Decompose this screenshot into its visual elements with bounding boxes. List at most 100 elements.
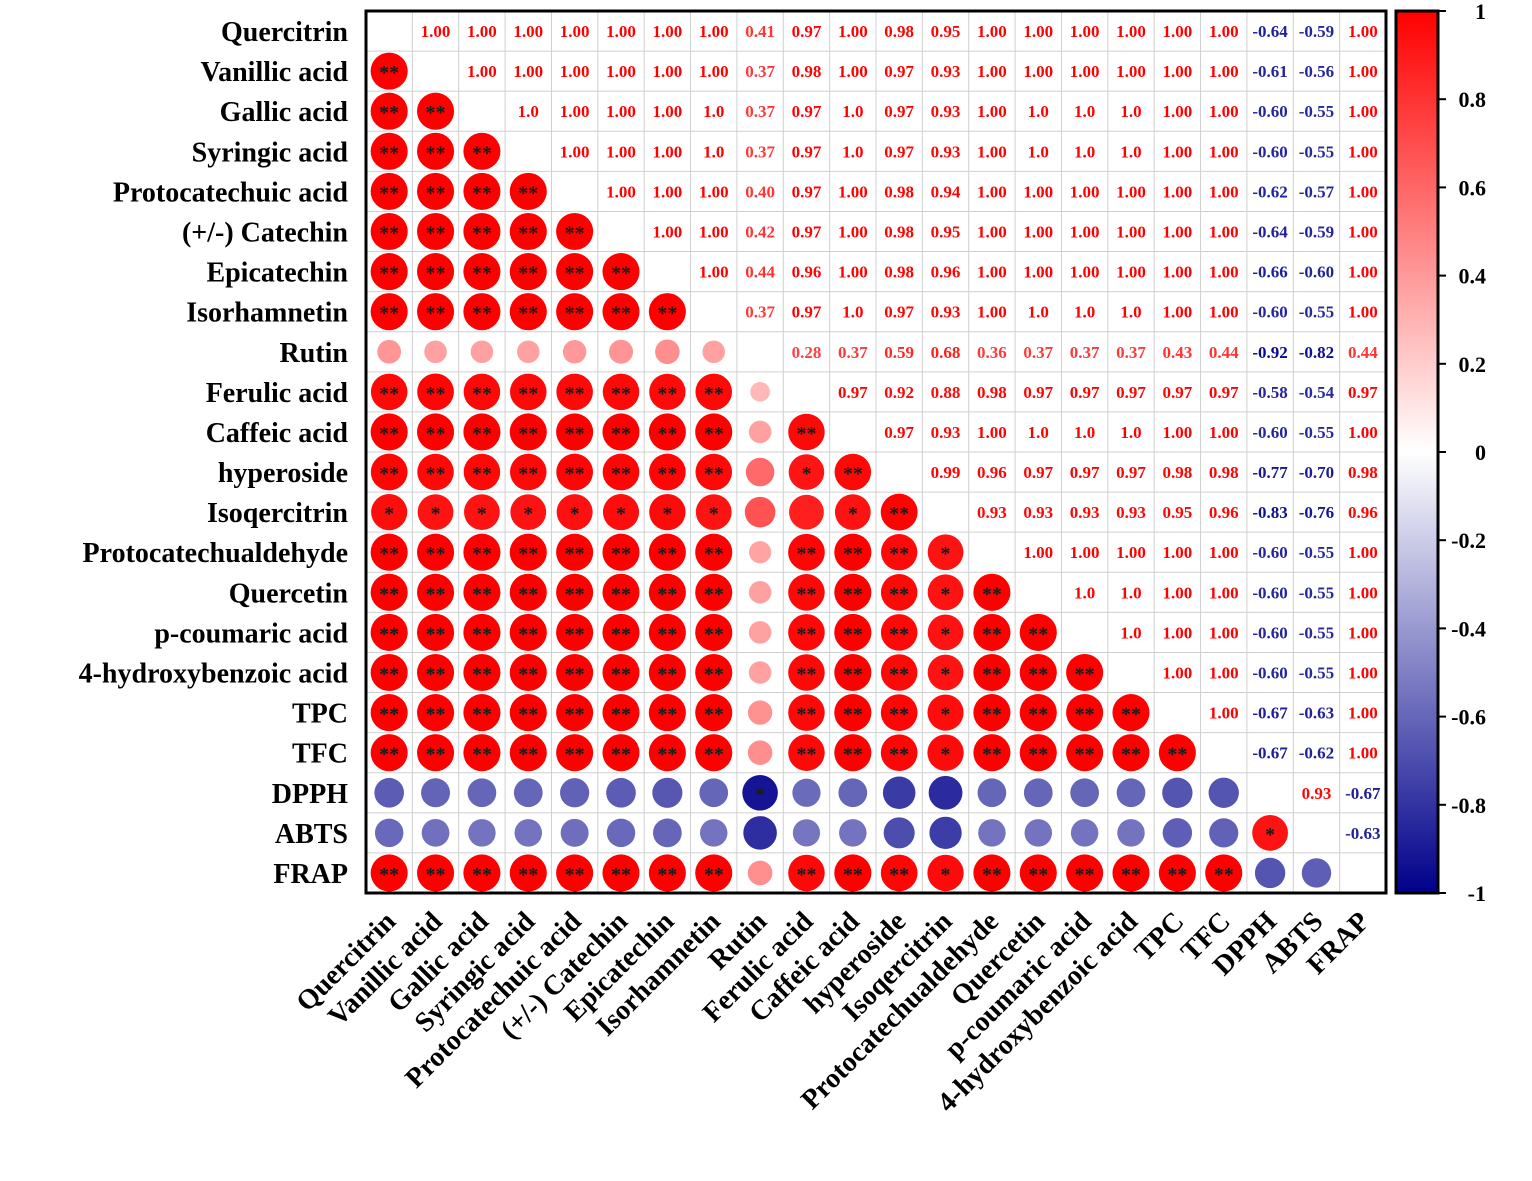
significance-mark-10-7: ** — [704, 423, 724, 445]
corr-value-5-20: -0.59 — [1299, 223, 1334, 242]
corr-circle-18-0 — [370, 734, 408, 772]
corr-value-4-17: 1.00 — [1162, 182, 1192, 201]
significance-mark-18-0: ** — [379, 744, 399, 766]
corr-value-2-5: 1.00 — [606, 102, 636, 121]
row-label-15: p-coumaric acid — [154, 618, 348, 649]
corr-value-8-19: -0.92 — [1252, 343, 1287, 362]
corr-circle-16-15 — [1066, 653, 1104, 692]
significance-mark-16-6: ** — [657, 664, 677, 686]
row-label-9: Ferulic acid — [206, 378, 349, 409]
corr-circle-15-5 — [602, 613, 640, 651]
significance-mark-18-14: ** — [1028, 744, 1048, 766]
corr-value-10-20: -0.55 — [1299, 423, 1334, 442]
corr-circle-10-4 — [556, 413, 594, 451]
corr-circle-19-18 — [1208, 777, 1239, 808]
corr-circle-7-5 — [602, 293, 640, 331]
corr-circle-10-6 — [648, 413, 686, 451]
corr-circle-21-4 — [556, 854, 594, 892]
row-label-6: Epicatechin — [206, 258, 348, 289]
corr-value-8-20: -0.82 — [1299, 343, 1334, 362]
corr-circle-19-4 — [560, 778, 590, 808]
corr-circle-3-2 — [463, 132, 501, 170]
colorbar-tick-label-8: -0.6 — [1451, 705, 1486, 730]
corr-value-3-11: 0.97 — [884, 142, 914, 161]
corr-value-4-12: 0.94 — [931, 182, 961, 201]
corr-value-10-13: 1.00 — [977, 423, 1007, 442]
row-label-14: Quercetin — [229, 578, 349, 609]
corr-circle-12-10 — [834, 494, 871, 531]
significance-mark-16-12: * — [941, 664, 951, 686]
significance-mark-21-6: ** — [657, 864, 677, 886]
corr-circle-13-12 — [927, 534, 964, 571]
significance-mark-7-4: ** — [565, 303, 585, 325]
corr-circle-14-12 — [927, 574, 964, 611]
significance-mark-13-7: ** — [704, 543, 724, 565]
corr-circle-13-5 — [602, 533, 640, 571]
corr-value-1-12: 0.93 — [931, 62, 961, 81]
corr-circle-17-2 — [463, 694, 501, 732]
corr-value-15-21: 1.00 — [1348, 623, 1378, 642]
corr-circle-18-5 — [602, 734, 640, 772]
corr-circle-20-10 — [839, 819, 867, 847]
significance-mark-10-1: ** — [426, 423, 446, 445]
corr-value-8-21: 0.44 — [1348, 343, 1378, 362]
significance-mark-15-11: ** — [889, 623, 909, 645]
corr-circle-9-0 — [370, 373, 408, 411]
corr-circle-15-2 — [463, 613, 501, 651]
significance-mark-13-12: * — [941, 543, 951, 565]
corr-value-5-8: 0.42 — [745, 223, 775, 242]
corr-value-4-19: -0.62 — [1252, 182, 1287, 201]
corr-value-6-12: 0.96 — [931, 263, 961, 282]
row-labels: Quercitrin Vanillic acid Gallic acid Syring… — [79, 17, 349, 890]
significance-mark-18-17: ** — [1167, 744, 1187, 766]
corr-value-6-7: 1.00 — [699, 263, 729, 282]
corr-circle-16-2 — [463, 653, 501, 692]
significance-mark-21-15: ** — [1075, 864, 1095, 886]
significance-mark-11-6: ** — [657, 463, 677, 485]
corr-circle-19-11 — [882, 776, 916, 810]
corr-circle-17-10 — [834, 694, 872, 732]
significance-mark-14-1: ** — [426, 583, 446, 605]
significance-mark-18-1: ** — [426, 744, 446, 766]
corr-value-1-7: 1.00 — [699, 62, 729, 81]
corr-value-4-14: 1.00 — [1023, 182, 1053, 201]
corr-circle-21-13 — [973, 854, 1011, 892]
corr-circle-20-4 — [560, 818, 589, 847]
corr-circle-17-12 — [927, 694, 964, 731]
significance-mark-18-6: ** — [657, 744, 677, 766]
significance-mark-17-11: ** — [889, 704, 909, 726]
significance-mark-13-1: ** — [426, 543, 446, 565]
corr-value-5-21: 1.00 — [1348, 223, 1378, 242]
corr-circle-14-7 — [695, 573, 733, 611]
corr-circle-11-7 — [695, 453, 732, 491]
corr-circle-21-8 — [747, 860, 773, 886]
corr-circle-21-6 — [648, 854, 686, 892]
corr-value-1-2: 1.00 — [467, 62, 497, 81]
corr-value-2-9: 0.97 — [792, 102, 822, 121]
corr-circle-16-14 — [1019, 653, 1057, 692]
corr-circle-12-4 — [556, 494, 593, 531]
row-label-12: Isoqercitrin — [207, 498, 348, 529]
corr-value-5-17: 1.00 — [1162, 223, 1192, 242]
significance-mark-4-3: ** — [518, 182, 538, 204]
corr-circle-21-3 — [509, 854, 547, 892]
significance-mark-15-13: ** — [982, 623, 1002, 645]
corr-value-4-9: 0.97 — [792, 182, 822, 201]
corr-circle-17-3 — [509, 694, 547, 732]
corr-circle-19-17 — [1162, 777, 1193, 808]
significance-mark-21-11: ** — [889, 864, 909, 886]
significance-mark-16-1: ** — [426, 664, 446, 686]
corr-circle-18-14 — [1019, 734, 1057, 772]
corr-circle-21-20 — [1301, 858, 1332, 888]
significance-mark-16-15: ** — [1075, 664, 1095, 686]
corr-circle-10-5 — [602, 413, 640, 451]
corr-circle-18-1 — [417, 734, 455, 772]
corr-value-8-16: 0.37 — [1116, 343, 1146, 362]
corr-value-8-10: 0.37 — [838, 343, 868, 362]
significance-mark-9-2: ** — [472, 383, 492, 405]
significance-mark-11-1: ** — [426, 463, 446, 485]
corr-value-3-13: 1.00 — [977, 142, 1007, 161]
corr-circle-20-11 — [883, 817, 915, 849]
corr-value-6-21: 1.00 — [1348, 263, 1378, 282]
